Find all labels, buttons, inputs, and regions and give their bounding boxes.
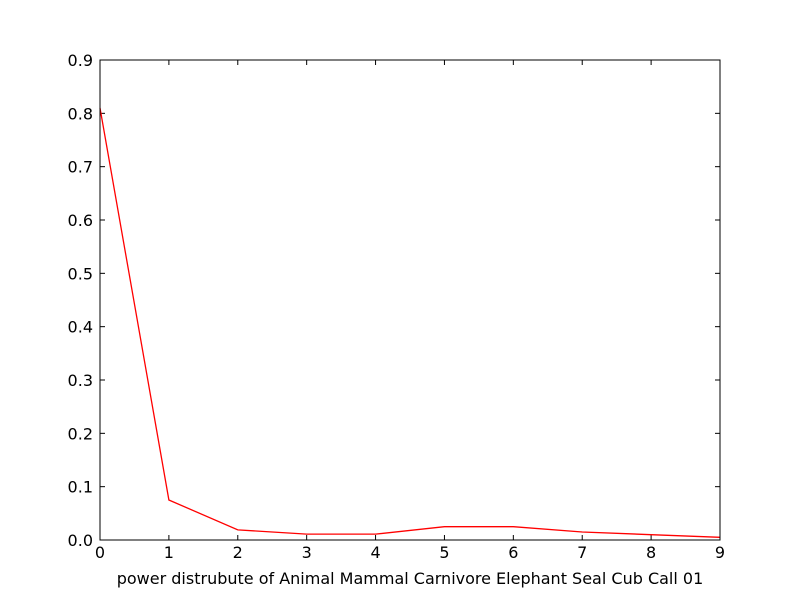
axis-ticks xyxy=(99,59,721,541)
y-tick-label: 0.5 xyxy=(68,264,93,283)
x-tick-label: 6 xyxy=(508,543,518,562)
x-tick-label: 4 xyxy=(370,543,380,562)
x-tick-label: 3 xyxy=(302,543,312,562)
y-tick-label: 0.6 xyxy=(68,211,93,230)
series-line-0 xyxy=(99,107,721,538)
y-tick-label: 0.9 xyxy=(68,51,93,70)
x-tick-label: 5 xyxy=(439,543,449,562)
y-tick-label: 0.2 xyxy=(68,424,93,443)
y-tick-label: 0.3 xyxy=(68,371,93,390)
x-tick-label: 9 xyxy=(715,543,725,562)
y-tick-label: 0.1 xyxy=(68,478,93,497)
y-tick-label: 0.8 xyxy=(68,104,93,123)
y-tick-label: 0.0 xyxy=(68,531,93,550)
x-tick-label: 8 xyxy=(646,543,656,562)
plot-frame xyxy=(99,59,721,541)
x-axis-label: power distrubute of Animal Mammal Carniv… xyxy=(117,569,704,588)
x-tick-label: 0 xyxy=(95,543,105,562)
y-tick-label: 0.7 xyxy=(68,158,93,177)
y-tick-label: 0.4 xyxy=(68,318,93,337)
x-tick-label: 1 xyxy=(164,543,174,562)
x-tick-label: 2 xyxy=(233,543,243,562)
series-layer xyxy=(99,107,721,538)
tick-labels: 0 1 2 3 4 5 6 7 8 9 0.0 0.1 0.2 0.3 0.4 0.5 0.6 0.7 0.8 0.9 xyxy=(68,51,726,562)
x-tick-label: 7 xyxy=(577,543,587,562)
